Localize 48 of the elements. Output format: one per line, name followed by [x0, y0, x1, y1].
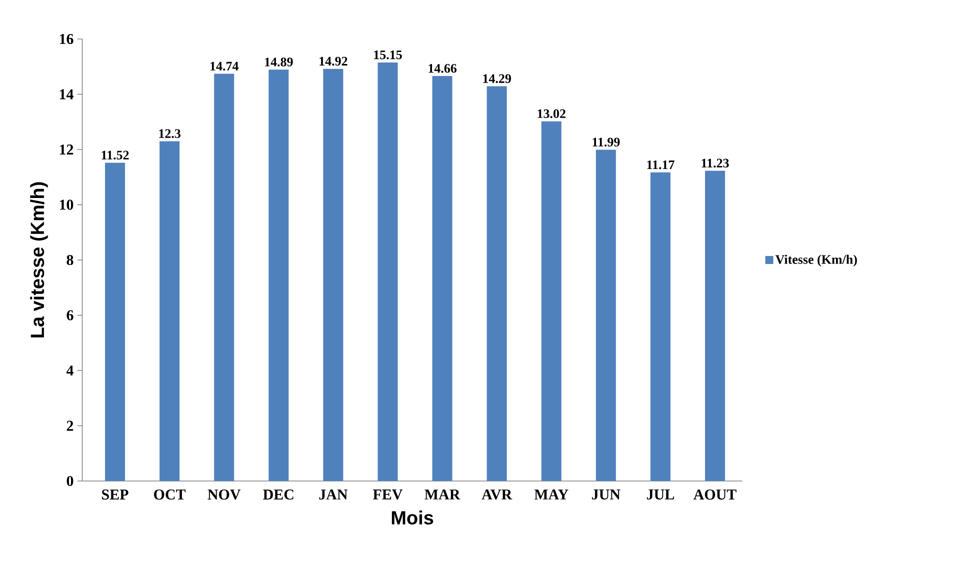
bar	[160, 141, 180, 481]
data-label: 11.52	[102, 150, 129, 160]
data-label: 11.17	[647, 160, 674, 170]
x-tick-label: JUL	[646, 490, 674, 500]
x-tick-label: AOUT	[693, 490, 736, 500]
bar	[596, 150, 616, 481]
x-tick-label: NOV	[208, 490, 241, 500]
bar	[323, 68, 344, 481]
y-tick-label: 8	[66, 254, 74, 266]
bar	[105, 162, 126, 481]
bar	[432, 76, 452, 481]
y-tick-label: 2	[66, 420, 74, 431]
x-tick-label: OCT	[154, 490, 186, 500]
y-tick-label: 6	[66, 310, 74, 320]
bar	[214, 74, 234, 481]
x-tick-label: MAY	[534, 490, 568, 500]
x-tick-label: JUN	[592, 490, 620, 500]
x-tick-label: MAR	[424, 490, 460, 500]
data-label: 14.66	[428, 64, 457, 73]
legend-label: Vitesse (Km/h)	[775, 254, 857, 267]
data-label: 12.3	[159, 129, 180, 138]
y-axis-title: La vitesse (Km/h)	[30, 182, 48, 338]
x-tick-label: AVR	[482, 490, 512, 500]
y-tick-label: 16	[60, 34, 74, 44]
y-tick-label: 12	[60, 144, 74, 154]
data-label: 11.23	[702, 158, 729, 168]
bar	[650, 172, 670, 481]
y-tick-label: 10	[60, 200, 74, 210]
data-label: 11.99	[592, 138, 620, 147]
y-tick-label: 14	[60, 89, 74, 100]
bar	[541, 121, 562, 481]
y-tick-label: 4	[66, 366, 74, 376]
data-label: 14.92	[320, 56, 348, 66]
data-label: 15.15	[374, 50, 402, 60]
bar	[378, 62, 398, 481]
y-tick-label: 0	[66, 476, 74, 486]
bar	[268, 70, 289, 481]
data-label: 13.02	[538, 109, 566, 118]
bar	[705, 170, 726, 481]
x-axis-title: Mois	[392, 510, 434, 525]
x-tick-label: JAN	[319, 490, 348, 500]
bar	[486, 86, 507, 481]
x-tick-label: SEP	[102, 490, 128, 500]
data-label: 14.29	[483, 74, 511, 84]
x-tick-label: FEV	[372, 490, 403, 500]
x-tick-label: DEC	[263, 490, 294, 500]
data-label: 14.89	[265, 58, 293, 66]
data-label: 14.74	[210, 62, 238, 71]
